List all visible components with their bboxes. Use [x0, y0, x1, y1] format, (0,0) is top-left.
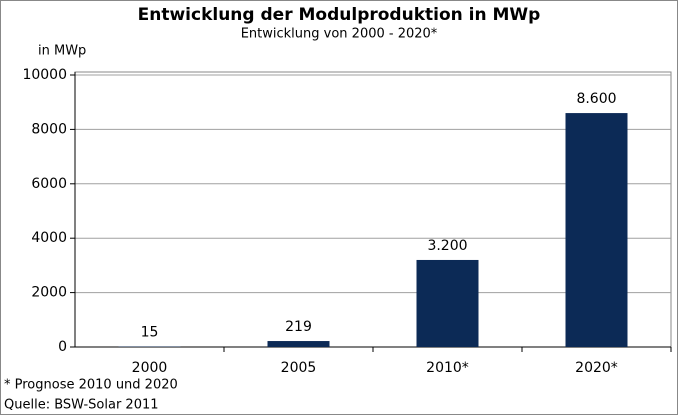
value-label: 15: [141, 325, 159, 341]
value-label: 219: [285, 319, 312, 335]
x-tick-label: 2000: [132, 360, 168, 376]
x-tick-label: 2005: [281, 360, 317, 376]
chart-title: Entwicklung der Modulproduktion in MWp: [138, 5, 541, 25]
source-note: Quelle: BSW-Solar 2011: [4, 398, 159, 413]
value-label: 3.200: [427, 238, 467, 254]
y-tick-label: 10000: [22, 67, 67, 83]
y-tick-label: 8000: [31, 121, 67, 137]
y-tick-label: 4000: [31, 230, 67, 246]
bar: [416, 259, 479, 347]
x-tick-label: 2020*: [575, 360, 618, 376]
footnote: * Prognose 2010 und 2020: [4, 378, 178, 393]
y-tick-label: 0: [58, 339, 67, 355]
y-tick-label: 6000: [31, 176, 67, 192]
y-tick-label: 2000: [31, 285, 67, 301]
x-tick-label: 2010*: [426, 360, 469, 376]
bar: [267, 341, 330, 347]
bar: [565, 113, 628, 347]
chart-subtitle: Entwicklung von 2000 - 2020*: [241, 27, 438, 42]
value-label: 8.600: [576, 91, 616, 107]
y-axis-label: in MWp: [38, 44, 86, 59]
